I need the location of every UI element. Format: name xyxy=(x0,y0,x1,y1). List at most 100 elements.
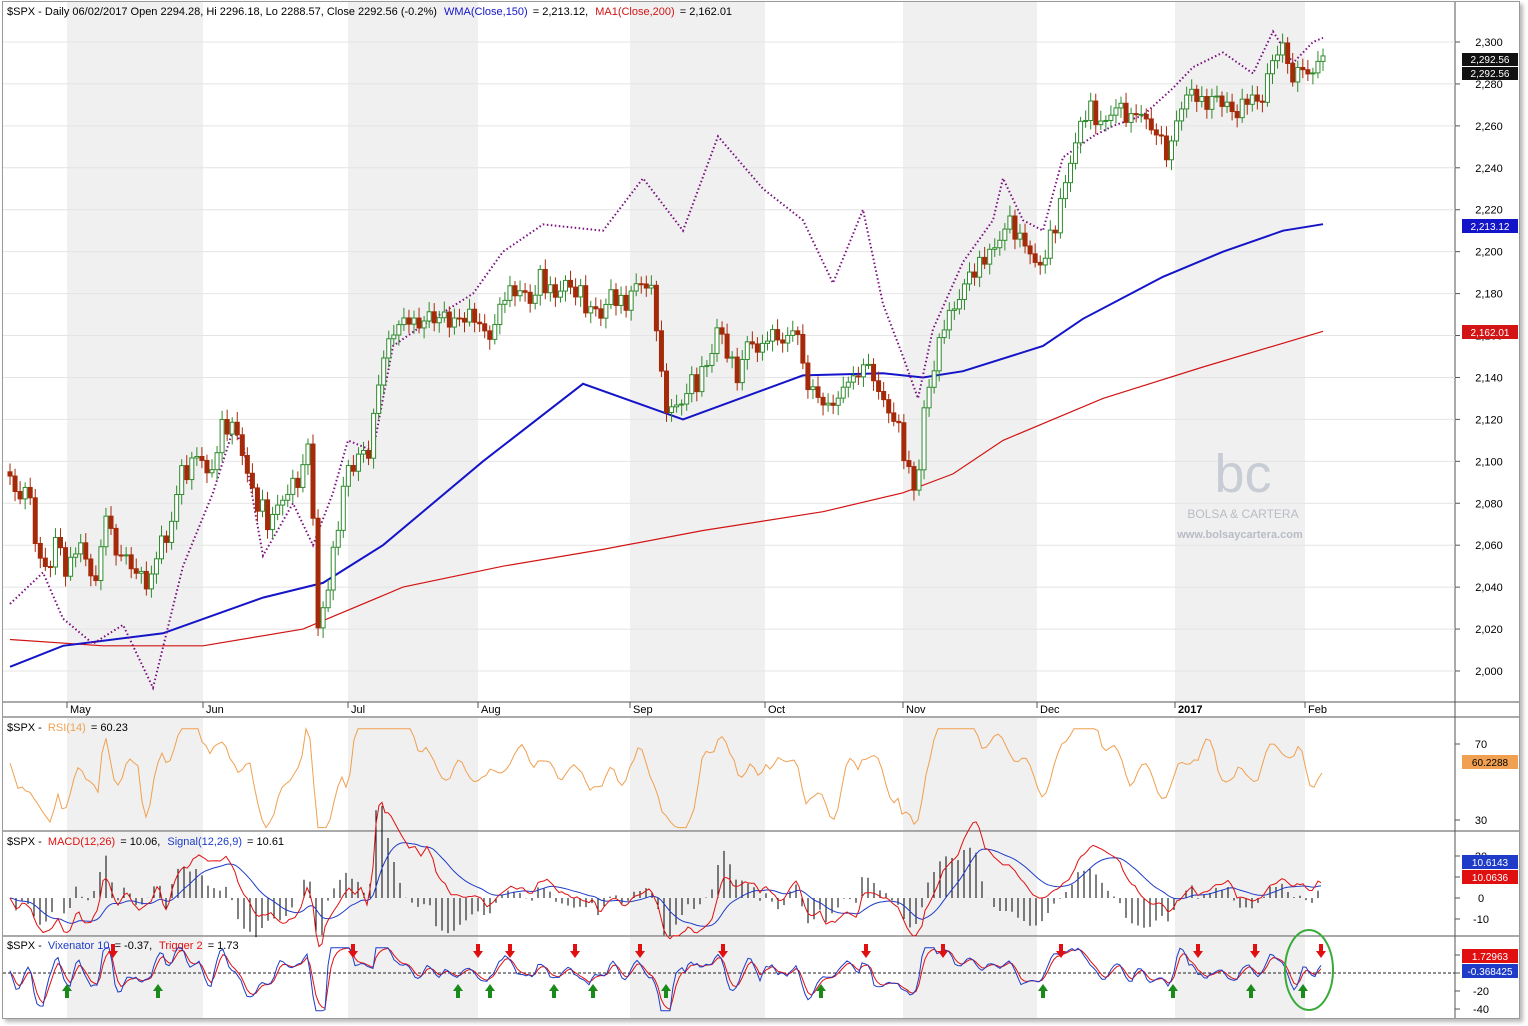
candle-body xyxy=(1088,100,1094,122)
highlight-circle xyxy=(1284,929,1334,1011)
vix-header: $SPX - Vixenator 10 = -0.37, Trigger 2 =… xyxy=(7,940,239,952)
rsi-badge-text: 60.2288 xyxy=(1472,758,1509,769)
sell-arrow-icon xyxy=(718,944,728,958)
candle-body xyxy=(330,546,336,591)
signal-badge-text: 10.6143 xyxy=(1472,858,1509,869)
ma-value: = 2,162.01 xyxy=(680,6,732,18)
price-tick-label: 2,060 xyxy=(1475,540,1503,552)
candle-body xyxy=(179,465,185,496)
candle-body xyxy=(487,330,493,340)
candle-body xyxy=(1153,129,1159,136)
dotted-path xyxy=(9,29,1324,691)
price-tick-label: 2,300 xyxy=(1475,37,1503,49)
candle-body xyxy=(881,390,887,401)
candle-body xyxy=(1007,215,1013,230)
candle-body xyxy=(967,271,972,285)
rsi-line xyxy=(9,726,1323,829)
candle-body xyxy=(734,356,740,384)
candle-body xyxy=(88,558,94,577)
trigger-path xyxy=(9,947,1322,1011)
candle-body xyxy=(552,284,558,298)
trigger-badge xyxy=(1462,949,1518,963)
candle-body xyxy=(790,330,796,336)
month-label: Nov xyxy=(906,704,926,716)
candle-body xyxy=(689,374,695,395)
candle-body xyxy=(1163,135,1169,161)
candle-body xyxy=(1204,96,1210,110)
sell-arrow-icon xyxy=(1250,944,1260,958)
candle-body xyxy=(972,271,978,278)
month-shading xyxy=(67,2,1305,1018)
candle-body xyxy=(1118,102,1124,109)
candle-body xyxy=(17,491,23,500)
candle-body xyxy=(174,494,180,522)
candle-body xyxy=(926,386,932,409)
candle-body xyxy=(714,327,720,355)
ma-label: MA1(Close,200) xyxy=(595,6,674,18)
candle-body xyxy=(219,419,225,454)
watermark-url: www.bolsaycartera.com xyxy=(1176,529,1303,541)
candle-body xyxy=(406,317,412,325)
price-axis: 2,3002,2802,2602,2402,2202,2002,1802,160… xyxy=(1455,37,1503,678)
candle-body xyxy=(916,469,922,491)
close-badge-1-text: 2,292.56 xyxy=(1471,55,1510,66)
candle-body xyxy=(472,308,478,323)
vix-lines xyxy=(9,947,1322,1012)
candle-body xyxy=(542,268,548,294)
sell-arrow-icon xyxy=(1193,944,1203,958)
candle-body xyxy=(593,306,599,310)
candle-body xyxy=(315,517,321,629)
sell-arrow-icon xyxy=(1056,944,1066,958)
buy-arrow-icon xyxy=(661,984,671,998)
price-tick-label: 2,100 xyxy=(1475,456,1503,468)
candle-body xyxy=(1098,120,1104,126)
price-header: $SPX - Daily 06/02/2017 Open 2294.28, Hi… xyxy=(7,6,732,18)
candle-body xyxy=(467,308,473,323)
candle-body xyxy=(684,393,690,405)
candle-body xyxy=(1002,228,1008,241)
candle-body xyxy=(52,537,58,568)
trigger-value: = 1.73 xyxy=(208,940,239,952)
candles xyxy=(7,33,1326,638)
candle-body xyxy=(547,284,553,294)
candle-body xyxy=(517,290,523,297)
candle-body xyxy=(507,285,513,301)
candle-body xyxy=(1128,113,1134,123)
candle-body xyxy=(1123,102,1129,123)
candle-body xyxy=(108,515,114,529)
candle-body xyxy=(244,454,250,474)
candle-body xyxy=(133,568,139,574)
candle-body xyxy=(153,558,159,575)
month-band xyxy=(903,2,1037,702)
month-band xyxy=(903,718,1037,831)
candle-body xyxy=(310,443,316,519)
close-badge-2 xyxy=(1462,67,1518,80)
candle-body xyxy=(431,311,437,324)
vixenator-path xyxy=(9,947,1322,1012)
candle-body xyxy=(866,363,871,366)
sell-arrow-icon xyxy=(348,944,358,958)
price-description: $SPX - Daily 06/02/2017 Open 2294.28, Hi… xyxy=(7,6,437,18)
candle-body xyxy=(765,340,770,344)
candle-body xyxy=(426,311,432,322)
candle-body xyxy=(340,485,346,531)
candle-body xyxy=(345,464,351,487)
candle-body xyxy=(608,289,614,305)
month-label: Dec xyxy=(1040,704,1060,716)
candle-body xyxy=(361,449,366,455)
wma150-line xyxy=(9,223,1324,668)
macd-label: MACD(12,26) xyxy=(48,836,115,848)
month-band xyxy=(630,718,765,831)
vix-arrows xyxy=(62,944,1326,998)
price-tick-label: 2,240 xyxy=(1475,163,1503,175)
candle-body xyxy=(563,279,568,292)
price-tick-label: 2,280 xyxy=(1475,79,1503,91)
candle-body xyxy=(961,283,967,301)
candle-body xyxy=(1249,94,1255,105)
candle-body xyxy=(901,422,907,462)
candle-body xyxy=(1057,198,1063,234)
macd-badge xyxy=(1462,870,1518,884)
candle-body xyxy=(73,553,79,558)
candle-body xyxy=(699,366,705,393)
buy-arrow-icon xyxy=(485,984,495,998)
